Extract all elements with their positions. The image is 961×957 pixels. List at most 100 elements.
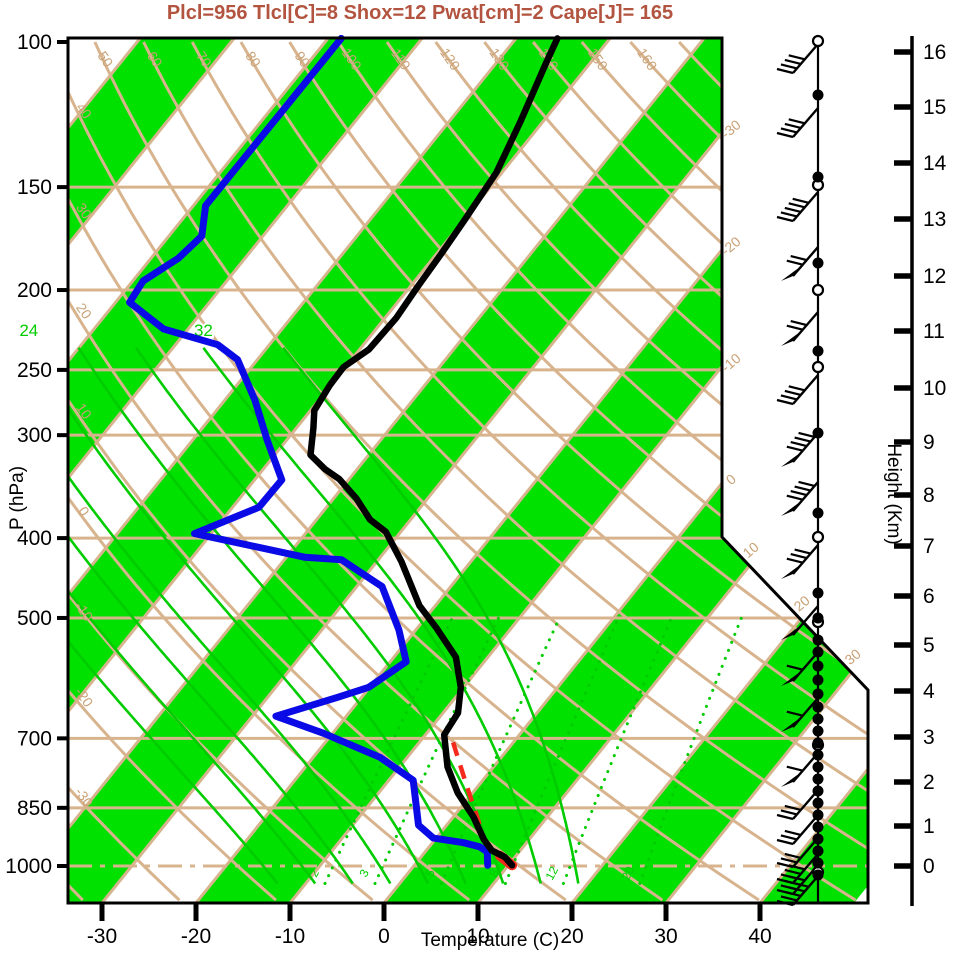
x-tick-label: 20 [560,925,583,948]
svg-text:12: 12 [543,864,562,883]
wind-barb-flag [781,500,803,516]
wind-barb-tick [784,852,802,859]
svg-text:20: 20 [73,300,95,322]
wind-barb-tick [790,441,807,448]
wind-barb-tick [790,255,807,262]
x-tick-label: 30 [654,925,677,948]
x-tick-label: 0 [378,925,390,948]
svg-text:24: 24 [19,321,38,340]
station-dot [812,587,824,599]
wind-barb [792,875,819,906]
wind-barb-tick [786,557,804,564]
station-dot [812,634,824,646]
wind-barb-tick [784,58,802,65]
pressure-tick-label: 850 [17,797,52,820]
station-dot [812,674,824,686]
height-tick-label: 4 [923,680,935,703]
height-tick-label: 2 [923,771,935,794]
pressure-tick-label: 1000 [5,855,52,878]
wind-barb-tick [776,899,794,907]
svg-text:0: 0 [723,471,739,488]
axes: -30 -20 -10 0 10 20 30 401001502002503004005007… [5,31,946,948]
station-circle-open [811,283,825,297]
wind-barb-tick [798,480,815,488]
wind-barb-tick [784,122,802,129]
height-tick-label: 9 [923,431,935,454]
wind-barb-tick [786,765,804,772]
station-circle-open [811,360,825,374]
wind-barb-tick [784,890,802,897]
wind-barb-tick [780,63,798,70]
wind-barb-tick [788,54,806,61]
x-tick-label: -30 [87,925,117,948]
wind-barb-tick [780,394,798,401]
pressure-tick-label: 250 [17,359,52,382]
height-tick-label: 16 [923,41,946,64]
station-dot [812,869,824,881]
wind-barb-flag [781,716,803,732]
wind-barb-tick [780,834,798,841]
pressure-tick-label: 200 [17,279,52,302]
station-dot [812,646,824,658]
station-dot [812,612,824,624]
wind-barb-tick [792,197,809,204]
wind-barb-tick [776,838,794,846]
height-tick-label: 1 [923,815,935,838]
station-dot [812,257,824,269]
wind-barb-flag [781,624,803,640]
temperature-trace [307,35,561,869]
wind-barb-tick [776,67,794,75]
mixing-ratio-lines [323,616,743,885]
wind-barb-tick [780,211,798,218]
wind-barb-tick [776,215,794,223]
wind-barb-tick [786,259,804,266]
wind-barb [792,814,819,845]
sounding-traces [126,34,561,871]
station-dot [812,660,824,672]
wind-barb-tick [788,875,806,882]
svg-text:0: 0 [75,503,93,519]
wind-barb-tick [786,324,804,331]
wind-barb-flag [781,330,803,346]
station-dot [812,833,824,845]
height-tick-label: 14 [923,152,947,175]
wind-barb-tick [794,548,811,555]
wind-barb-flag [781,771,803,787]
wind-barb-tick [784,389,802,396]
wind-barb-tick [788,118,806,125]
wind-barb-tick [780,809,798,816]
wind-barb-tick [788,202,806,209]
wind-barb-tick [786,664,804,671]
wind-barb-tick [794,485,811,492]
wind-barb [792,246,819,277]
x-tick-label: 10 [466,925,489,948]
page-title: Plcl=956 Tlcl[C]=8 Shox=12 Pwat[cm]=2 Ca… [166,2,674,24]
wind-barb-flag [781,451,803,467]
height-tick-label: 8 [923,484,935,507]
temperature-axis-label: Temperature (C) [420,930,560,951]
station-dot [812,845,824,857]
station-dot [812,821,824,833]
wind-barb-tick [790,490,807,497]
station-dot [812,89,824,101]
station-dot [812,171,824,183]
station-dot [812,725,824,737]
station-dot [812,797,824,809]
wind-barb-tick [786,710,804,717]
wind-barb-tick [784,829,802,836]
station-dot [812,701,824,713]
station-dot [812,345,824,357]
station-dot [812,713,824,725]
pressure-tick-label: 100 [17,31,52,54]
wind-barb-tick [786,445,804,452]
wind-barb-column [776,34,825,907]
station-dot [812,809,824,821]
height-tick-label: 13 [923,208,946,231]
height-tick-label: 10 [923,377,946,400]
wind-barb-tick [780,857,798,864]
wind-barb [792,107,819,138]
height-tick-label: 6 [923,585,935,608]
wind-barb-tick [788,385,806,392]
height-tick-label: 11 [923,320,945,343]
x-tick-label: -20 [181,925,211,948]
